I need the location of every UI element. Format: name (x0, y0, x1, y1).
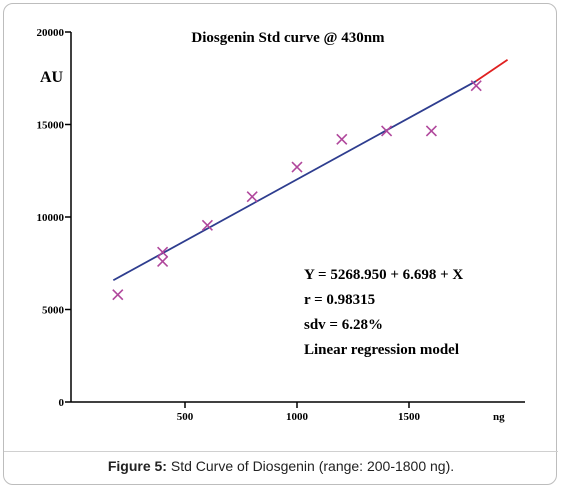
data-point-stroke (112, 289, 124, 301)
y-tick-label: 15000 (37, 120, 65, 132)
data-point (112, 289, 124, 301)
caption-divider (4, 451, 558, 452)
x-tick-label: 500 (177, 411, 194, 423)
y-tick-label: 0 (59, 397, 65, 409)
data-point (425, 125, 437, 137)
fit-lines (112, 59, 509, 282)
y-tick-label: 20000 (37, 27, 65, 39)
regression-line (112, 80, 477, 282)
data-point-stroke (246, 191, 258, 203)
data-point-stroke (470, 80, 482, 92)
data-points (112, 80, 482, 301)
data-point-stroke (157, 255, 169, 267)
figure-caption: Figure 5: Std Curve of Diosgenin (range:… (0, 458, 562, 474)
chart-svg: 0 5000 10000 15000 20000 500 1000 1500 Diosgeni… (37, 27, 525, 423)
data-point-stroke (381, 125, 393, 137)
annotation-sdv: sdv = 6.28% (304, 317, 383, 333)
x-tick-label: 1000 (286, 411, 309, 423)
caption-label: Figure 5: (107, 458, 167, 474)
data-point-stroke (425, 125, 437, 137)
y-tick-label: 5000 (42, 305, 65, 317)
y-axis-label: AU (40, 69, 64, 86)
data-point (470, 80, 482, 92)
figure-frame (3, 3, 557, 485)
data-point-stroke (291, 161, 303, 173)
chart-title: Diosgenin Std curve @ 430nm (191, 30, 385, 46)
regression-extension (475, 59, 509, 82)
data-point (157, 255, 169, 267)
caption-text: Std Curve of Diosgenin (range: 200-1800 … (170, 458, 455, 474)
annotation-model: Linear regression model (304, 342, 459, 358)
data-point (246, 191, 258, 203)
data-point (201, 219, 213, 231)
x-tick-label: 1500 (398, 411, 421, 423)
annotation-r: r = 0.98315 (304, 292, 375, 308)
ticks: 0 5000 10000 15000 20000 500 1000 1500 (37, 27, 421, 423)
data-point (336, 133, 348, 145)
y-tick-label: 10000 (37, 212, 65, 224)
data-point-stroke (336, 133, 348, 145)
data-point (381, 125, 393, 137)
data-point (291, 161, 303, 173)
data-point (157, 246, 169, 258)
x-axis-label: ng (493, 411, 505, 423)
annotation-equation: Y = 5268.950 + 6.698 + X (304, 267, 463, 283)
data-point-stroke (157, 246, 169, 258)
data-point-stroke (201, 219, 213, 231)
